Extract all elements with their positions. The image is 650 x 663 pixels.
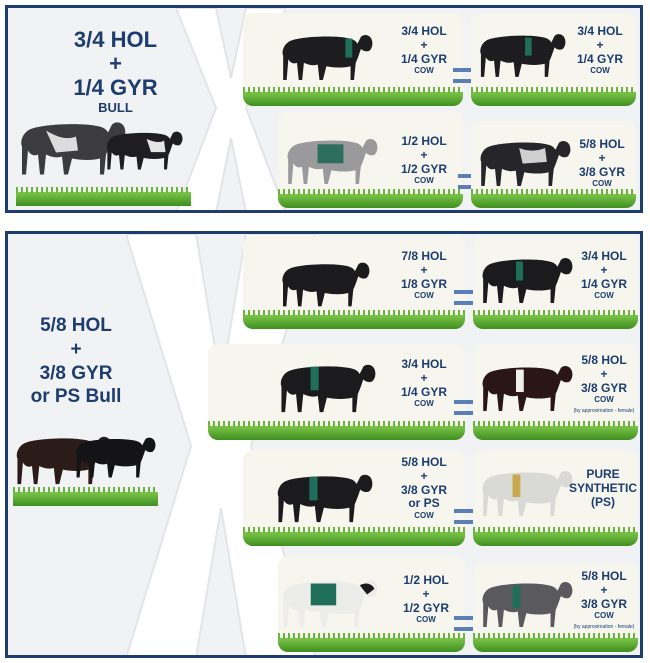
dam-cow-image [282, 262, 370, 307]
dam-cow-image [277, 474, 373, 523]
grass [473, 421, 638, 440]
equals-icon [454, 290, 484, 305]
bull-grass [16, 187, 191, 206]
equals-icon [454, 616, 484, 631]
equals-icon [453, 68, 483, 83]
offspring-breed-label: 5/8 HOL +3/8 GYR COW (by approximation - f… [573, 569, 635, 630]
equals-icon [454, 509, 484, 524]
grass [243, 527, 465, 546]
dam-breed-label: 1/2 HOL +1/2 GYR COW [402, 573, 450, 625]
offspring-cow-image [482, 257, 573, 304]
grass [473, 310, 638, 329]
offspring-card-2: 5/8 HOL +3/8 GYR COW [471, 121, 636, 208]
dam-breed-label: 7/8 HOL +1/8 GYR COW [400, 249, 448, 301]
offspring-breed-label: PURE SYNTHETIC (PS) [569, 467, 638, 509]
dam-card-2: 1/2 HOL +1/2 GYR COW [278, 111, 463, 208]
dam-cow-image [282, 579, 378, 628]
offspring-card-4: 5/8 HOL +3/8 GYR COW (by approximation - f… [473, 564, 638, 652]
bull-grass [13, 487, 158, 506]
offspring-breed-label: 5/8 HOL +3/8 GYR COW (by approximation - f… [573, 353, 635, 414]
dam-cow-image [280, 364, 376, 413]
bull-breed-label: 3/4 HOL + 1/4 GYR BULL [73, 27, 158, 116]
dam-card-3: 5/8 HOL +3/8 GYR or PS COW [243, 450, 465, 546]
offspring-cow-image [480, 34, 566, 77]
crossbreeding-panel-2: 5/8 HOL + 3/8 GYR or PS Bull 7/8 HOL +1/8… [5, 231, 643, 658]
bull-image-2 [106, 131, 183, 170]
dam-card-2: 3/4 HOL +1/4 GYR COW [208, 344, 465, 440]
dam-breed-label: 3/4 HOL +1/4 GYR COW [400, 357, 448, 409]
grass [243, 87, 463, 106]
offspring-cow-image [482, 470, 573, 517]
dam-card-1: 3/4 HOL +1/4 GYR COW [243, 13, 463, 106]
offspring-cow-image [482, 365, 573, 412]
dam-card-4: 1/2 HOL +1/2 GYR COW [278, 556, 465, 652]
grass [278, 189, 463, 208]
bull-image-2 [76, 437, 156, 478]
grass [243, 310, 465, 329]
grass [208, 421, 465, 440]
offspring-card-2: 5/8 HOL +3/8 GYR COW (by approximation - f… [473, 344, 638, 440]
dam-cow-image [282, 34, 373, 81]
dam-breed-label: 1/2 HOL +1/2 GYR COW [400, 134, 448, 186]
grass [278, 633, 465, 652]
offspring-card-3: PURE SYNTHETIC (PS) [473, 450, 638, 546]
offspring-card-1: 3/4 HOL +1/4 GYR COW [471, 13, 636, 106]
dam-cow-image [287, 138, 378, 185]
offspring-cow-image [482, 581, 573, 628]
dam-breed-label: 3/4 HOL +1/4 GYR COW [400, 24, 448, 76]
grass [471, 87, 636, 106]
dam-breed-label: 5/8 HOL +3/8 GYR or PS COW [400, 455, 448, 521]
crossbreeding-panel-1: 3/4 HOL + 1/4 GYR BULL 3/4 HOL +1/4 GYR CO… [5, 5, 643, 213]
grass [473, 633, 638, 652]
grass [471, 189, 636, 208]
offspring-breed-label: 5/8 HOL +3/8 GYR COW [578, 137, 626, 189]
bull-image [21, 122, 126, 175]
dam-card-1: 7/8 HOL +1/8 GYR COW [243, 236, 465, 329]
bull-breed-label: 5/8 HOL + 3/8 GYR or PS Bull [30, 315, 122, 408]
offspring-breed-label: 3/4 HOL +1/4 GYR COW [580, 249, 628, 301]
equals-icon [454, 400, 484, 415]
offspring-cow-image [480, 140, 571, 187]
grass [473, 527, 638, 546]
offspring-breed-label: 3/4 HOL +1/4 GYR COW [576, 24, 624, 76]
offspring-card-1: 3/4 HOL +1/4 GYR COW [473, 236, 638, 329]
